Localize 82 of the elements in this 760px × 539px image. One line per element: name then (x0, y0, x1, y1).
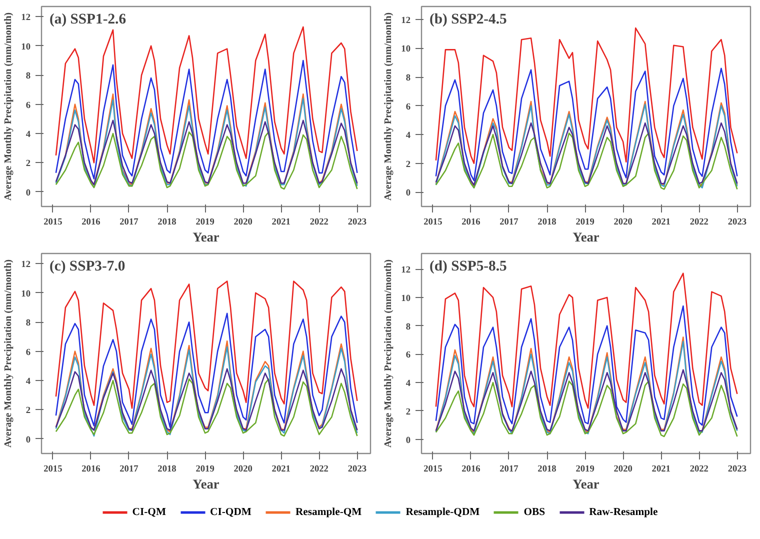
y-tick-label: 0 (26, 435, 31, 446)
x-tick-label: 2020 (614, 218, 633, 228)
x-tick-label: 2021 (652, 218, 671, 228)
x-tick-label: 2020 (234, 218, 253, 228)
y-tick-label: 0 (406, 188, 411, 199)
legend-label: Resample-QM (295, 506, 362, 518)
y-tick-label: 0 (26, 188, 31, 198)
y-tick-label: 2 (26, 159, 31, 170)
y-tick-label: 8 (406, 74, 411, 84)
x-tick-label: 2018 (158, 464, 177, 474)
y-axis-title: Average Monthly Precipitation (mm/month) (383, 12, 394, 201)
y-axis-title: Average Monthly Precipitation (mm/month) (3, 12, 14, 201)
x-tick-label: 2022 (310, 218, 329, 228)
y-tick-label: 12 (401, 266, 411, 276)
y-tick-label: 10 (21, 289, 31, 300)
x-tick-label: 2015 (44, 464, 63, 474)
x-tick-label: 2018 (538, 464, 557, 474)
y-tick-label: 2 (406, 160, 411, 170)
y-tick-label: 4 (26, 130, 31, 140)
x-tick-label: 2021 (272, 464, 291, 474)
x-tick-label: 2022 (690, 218, 709, 228)
x-tick-label: 2015 (44, 218, 63, 228)
x-tick-label: 2016 (82, 464, 101, 474)
x-axis-title: Year (192, 476, 220, 492)
y-tick-label: 8 (26, 72, 31, 82)
chart-title: (a) SSP1-2.6 (50, 12, 126, 28)
x-tick-label: 2020 (614, 464, 633, 474)
y-axis-title: Average Monthly Precipitation (mm/month) (3, 259, 14, 448)
y-tick-label: 10 (401, 44, 411, 55)
x-tick-label: 2018 (538, 218, 557, 228)
x-tick-label: 2023 (348, 464, 367, 474)
y-tick-label: 6 (26, 100, 31, 111)
y-tick-label: 10 (21, 42, 31, 52)
y-tick-label: 12 (401, 16, 411, 26)
y-axis-title: Average Monthly Precipitation (mm/month) (383, 259, 394, 448)
x-tick-label: 2018 (158, 218, 177, 228)
y-tick-label: 0 (406, 436, 411, 446)
y-tick-label: 6 (406, 102, 411, 112)
x-tick-label: 2021 (652, 464, 671, 474)
x-tick-label: 2023 (728, 464, 747, 474)
y-tick-label: 12 (21, 13, 31, 24)
x-tick-label: 2022 (690, 464, 709, 474)
chart-title: (d) SSP5-8.5 (430, 258, 507, 274)
y-tick-label: 6 (26, 348, 31, 358)
y-tick-label: 4 (406, 131, 411, 142)
x-tick-label: 2019 (196, 464, 215, 474)
legend-label: CI-QDM (210, 506, 252, 518)
x-tick-label: 2017 (500, 218, 519, 228)
x-tick-label: 2015 (424, 464, 443, 474)
x-tick-label: 2022 (310, 464, 329, 474)
x-axis-title: Year (192, 230, 220, 244)
x-tick-label: 2017 (500, 464, 519, 474)
x-tick-label: 2019 (576, 464, 595, 474)
legend-label: OBS (524, 506, 546, 518)
y-tick-label: 2 (406, 407, 411, 418)
chart-title: (b) SSP2-4.5 (430, 12, 507, 28)
x-tick-label: 2015 (424, 218, 443, 228)
x-tick-label: 2017 (120, 218, 139, 228)
y-tick-label: 12 (21, 260, 31, 270)
y-tick-label: 2 (26, 406, 31, 416)
y-tick-label: 4 (406, 379, 411, 390)
x-axis-title: Year (572, 476, 600, 492)
x-tick-label: 2021 (272, 218, 291, 228)
y-tick-label: 10 (401, 294, 411, 304)
x-tick-label: 2016 (82, 218, 101, 228)
legend-label: Raw-Resample (589, 506, 658, 518)
y-tick-label: 4 (26, 377, 31, 388)
x-tick-label: 2017 (120, 464, 139, 474)
legend-label: Resample-QDM (406, 506, 480, 518)
legend-label: CI-QM (132, 506, 166, 518)
x-tick-label: 2019 (196, 218, 215, 228)
y-tick-label: 8 (406, 322, 411, 332)
y-tick-label: 6 (406, 350, 411, 361)
y-tick-label: 8 (26, 318, 31, 329)
x-tick-label: 2023 (728, 218, 747, 228)
x-tick-label: 2016 (462, 464, 481, 474)
x-tick-label: 2016 (462, 218, 481, 228)
chart-title: (c) SSP3-7.0 (50, 258, 126, 274)
x-tick-label: 2019 (576, 218, 595, 228)
x-tick-label: 2023 (348, 218, 367, 228)
x-axis-title: Year (572, 230, 600, 244)
x-tick-label: 2020 (234, 464, 253, 474)
